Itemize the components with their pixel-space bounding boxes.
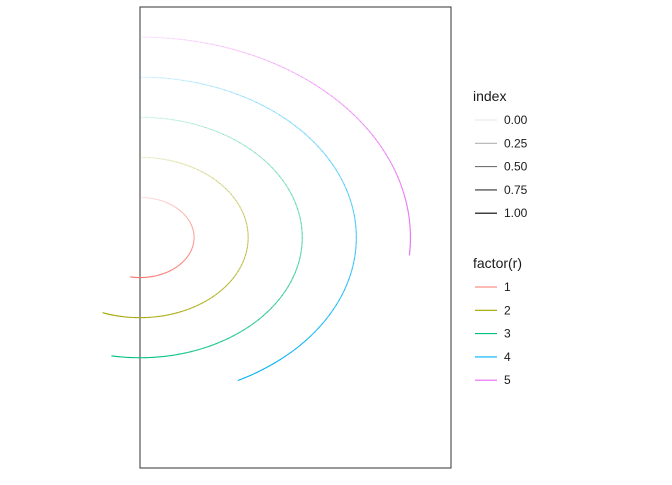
legend-index-title: index — [473, 88, 506, 104]
arc-segment — [355, 221, 356, 226]
arc-segment — [107, 314, 112, 315]
legend-index-label: 0.75 — [504, 183, 528, 197]
legend-factor-label: 4 — [504, 350, 511, 364]
arc-segment — [154, 158, 159, 159]
arc-segment — [118, 357, 125, 358]
arc-segment — [154, 316, 159, 317]
arc-segment — [153, 118, 160, 119]
arc-segment — [112, 356, 119, 357]
legend-factor-label: 3 — [504, 327, 511, 341]
arc-segment — [408, 209, 409, 213]
arc-segment — [301, 223, 302, 228]
legend-index-keys: 0.00 0.25 0.50 0.75 1.00 — [475, 113, 528, 220]
legend-factor-title: factor(r) — [473, 255, 522, 271]
legend-factor-keys: 1 2 3 4 5 — [475, 280, 511, 387]
panel-border — [140, 7, 451, 468]
arc-segment — [121, 316, 126, 317]
arc-segment — [112, 315, 117, 316]
legend-factor-label: 2 — [504, 303, 511, 317]
legend-factor: factor(r) 1 2 3 4 5 — [473, 255, 522, 387]
legend-index-label: 0.25 — [504, 136, 528, 150]
arc-segment — [408, 214, 409, 218]
arc-segment — [301, 248, 302, 253]
legend-factor-label: 5 — [504, 373, 511, 387]
arc-segment — [117, 316, 122, 317]
arc-segment — [103, 313, 107, 314]
arc-segment — [355, 248, 356, 253]
arc-segment — [160, 118, 167, 119]
arc-segment — [159, 159, 164, 160]
arc-segment — [174, 39, 180, 40]
arc-segment — [179, 39, 185, 40]
legend-index: index 0.00 0.25 0.50 0.75 1.00 — [473, 88, 528, 220]
legend-index-label: 1.00 — [504, 206, 528, 220]
arc-segment — [162, 78, 169, 79]
arc-segment — [159, 316, 164, 317]
legend-index-label: 0.50 — [504, 160, 528, 174]
arc-segment — [409, 218, 410, 222]
legend-index-label: 0.00 — [504, 113, 528, 127]
arc-segment — [159, 356, 166, 357]
arc-segment — [185, 40, 191, 41]
legend-factor-label: 1 — [504, 280, 511, 294]
